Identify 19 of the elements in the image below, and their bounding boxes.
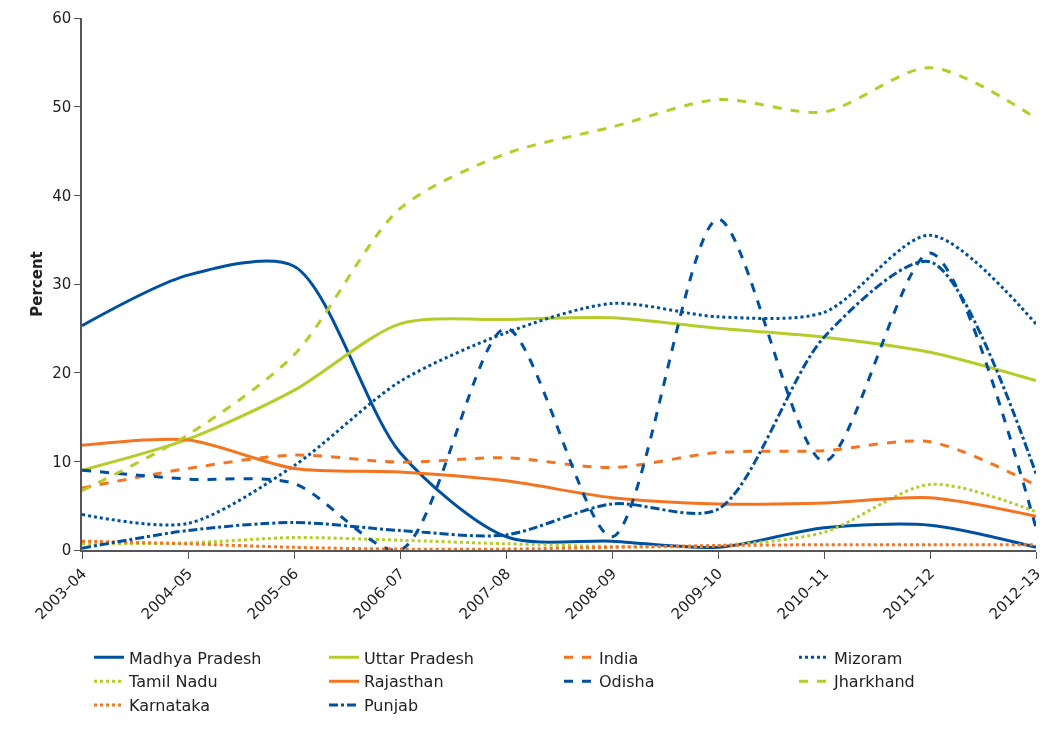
y-tick-label: 10 [52,452,72,471]
y-axis-title: Percent [27,251,46,317]
legend-label: Karnataka [129,696,211,716]
line-series [82,437,1036,518]
y-tick-label: 30 [52,275,72,294]
legend-label: Rajasthan [364,672,444,692]
y-tick-label: 50 [52,97,72,116]
legend-label: Punjab [364,696,419,716]
y-tick-label: 60 [52,9,72,28]
legend-label: Mizoram [834,648,903,668]
y-tick-label: 20 [52,363,72,382]
legend-label: Tamil Nadu [128,672,218,692]
y-tick-label: 0 [61,541,72,560]
legend-label: Madhya Pradesh [129,648,262,668]
legend-label: Odisha [599,672,655,692]
legend-label: India [599,648,639,668]
legend-label: Jharkhand [833,672,915,692]
legend-label: Uttar Pradesh [364,648,474,668]
y-tick-label: 40 [52,186,72,205]
